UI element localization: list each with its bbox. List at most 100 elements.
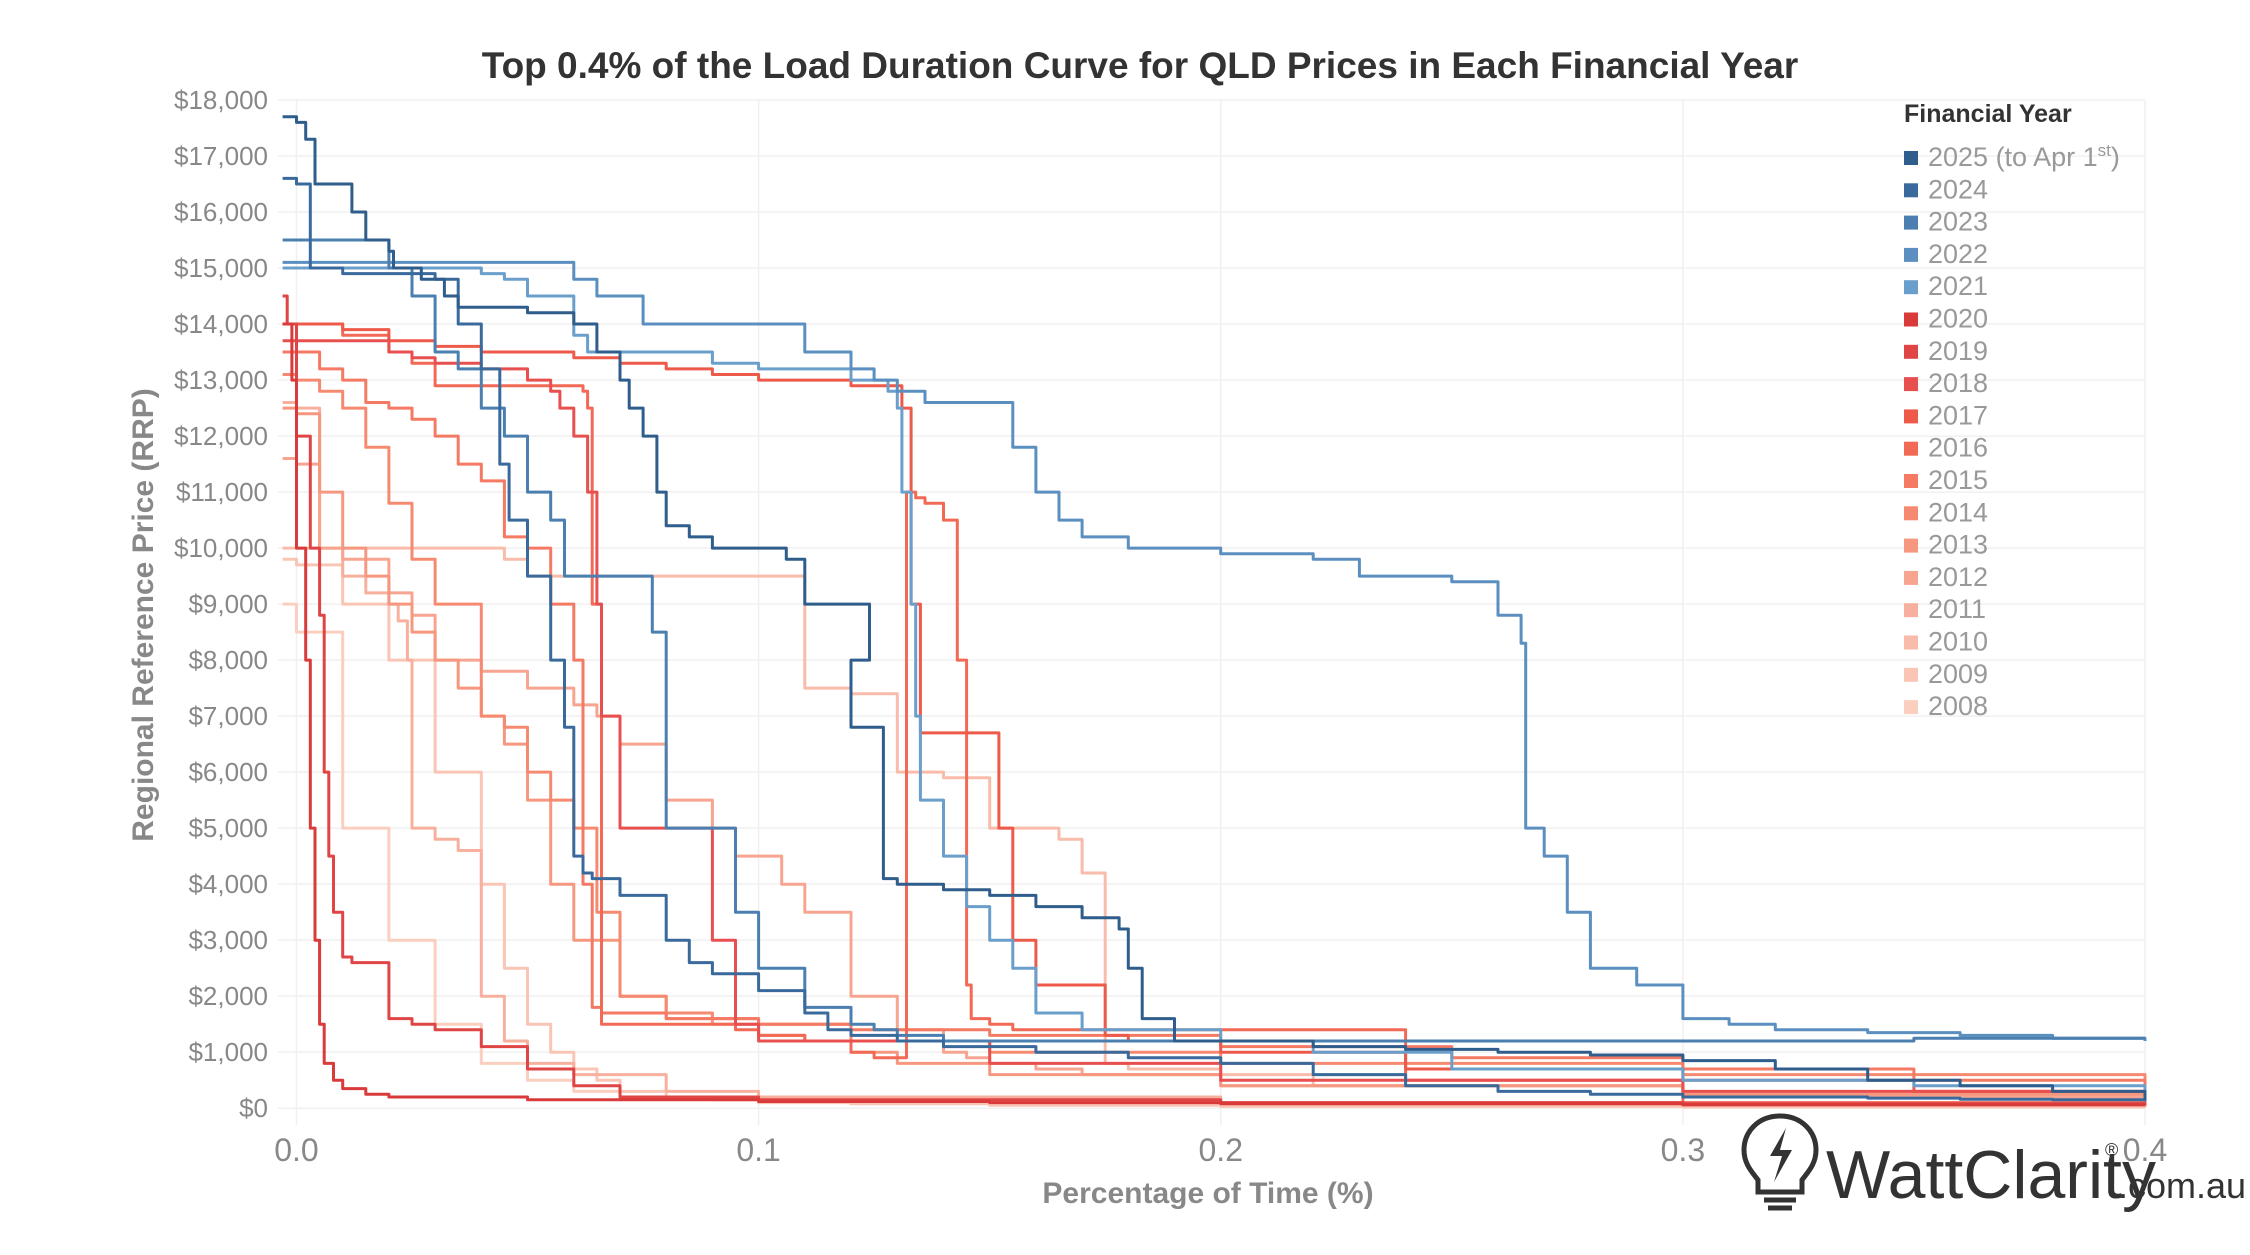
legend-label: 2024 — [1928, 174, 1988, 204]
legend-swatch — [1904, 538, 1918, 553]
legend-item: 2012 — [1904, 562, 1988, 592]
legend-label: 2023 — [1928, 207, 1988, 237]
legend-item: 2017 — [1904, 400, 1988, 430]
y-tick-label: $6,000 — [188, 757, 268, 787]
legend-swatch — [1904, 280, 1918, 295]
legend-item: 2013 — [1904, 530, 1988, 560]
y-tick-label: $8,000 — [188, 645, 268, 675]
y-tick-label: $10,000 — [174, 533, 268, 563]
legend-item: 2023 — [1904, 207, 1988, 237]
legend-item: 2019 — [1904, 336, 1988, 366]
series-line-2011 — [282, 401, 2147, 1108]
series-line-2018 — [282, 339, 2147, 1097]
series-line-2019 — [282, 294, 2147, 1106]
legend-label: 2019 — [1928, 336, 1988, 366]
legend-item: 2020 — [1904, 304, 1988, 334]
legend-swatch — [1904, 312, 1918, 327]
legend-item: 2015 — [1904, 465, 1988, 495]
lightbulb-bolt-icon — [1741, 1113, 1819, 1211]
legend-swatch — [1904, 570, 1918, 585]
logo-text: WattClarity — [1826, 1137, 2156, 1213]
legend-swatch — [1904, 183, 1918, 198]
legend-item: 2009 — [1904, 659, 1988, 689]
x-tick-label: 0.2 — [1199, 1132, 1243, 1168]
logo-domain: .com.au — [2118, 1165, 2246, 1206]
y-tick-label: $11,000 — [176, 477, 268, 507]
legend-item: 2024 — [1904, 174, 1988, 204]
y-tick-label: $13,000 — [174, 365, 268, 395]
x-tick-label: 0.1 — [736, 1132, 780, 1168]
y-tick-label: $7,000 — [188, 701, 268, 731]
y-tick-label: $14,000 — [174, 309, 268, 339]
series-line-2024 — [282, 176, 2147, 1102]
legend-label: 2013 — [1928, 530, 1988, 560]
x-tick-label: 0.0 — [274, 1132, 318, 1168]
legend-swatch — [1904, 506, 1918, 521]
legend-item: 2011 — [1904, 594, 1986, 624]
y-tick-label: $5,000 — [188, 813, 268, 843]
x-tick-label: 0.4 — [2123, 1132, 2167, 1168]
series-line-2014 — [282, 373, 2147, 1081]
legend-item: 2022 — [1904, 239, 1988, 269]
y-tick-label: $9,000 — [188, 589, 268, 619]
legend-item: 2014 — [1904, 497, 1988, 527]
legend-swatch — [1904, 635, 1918, 650]
legend-label: 2022 — [1928, 239, 1988, 269]
y-tick-label: $2,000 — [188, 981, 268, 1011]
legend-label: 2012 — [1928, 562, 1988, 592]
legend-label: 2009 — [1928, 659, 1988, 689]
legend-item: 2010 — [1904, 627, 1988, 657]
y-axis-label: Regional Reference Price (RRP) — [127, 388, 160, 841]
axes: $0 $1,000 $2,000 $3,000 $4,000 $5,000 $6,000 $7… — [174, 85, 2167, 1168]
y-tick-label: $1,000 — [188, 1037, 268, 1067]
legend-label: 2020 — [1928, 304, 1988, 334]
logo-mark: ® — [2105, 1140, 2118, 1160]
legend-swatch — [1904, 215, 1918, 230]
legend-item: 2025 (to Apr 1st) — [1904, 141, 2120, 172]
legend-item: 2016 — [1904, 433, 1988, 463]
series-line-2023 — [282, 238, 2145, 1043]
legend-swatch — [1904, 344, 1918, 359]
series-line-2012 — [282, 457, 2147, 1103]
legend-swatch — [1904, 409, 1918, 424]
series-line-2025 — [282, 115, 2147, 1100]
y-tick-label: $4,000 — [188, 869, 268, 899]
series-line-2020 — [282, 322, 2147, 1107]
series-line-2013 — [282, 406, 2147, 1097]
legend-swatch — [1904, 151, 1918, 165]
series-line-2021 — [282, 266, 2147, 1092]
legend-item: 2008 — [1904, 691, 1988, 721]
legend-swatch — [1904, 247, 1918, 262]
gridlines — [278, 99, 2146, 1125]
legend-title: Financial Year — [1904, 100, 2072, 128]
series-line-2009 — [282, 557, 2147, 1108]
y-tick-label: $0 — [239, 1093, 268, 1123]
legend-swatch — [1904, 603, 1918, 618]
legend-item: 2018 — [1904, 368, 1988, 398]
legend-swatch — [1904, 700, 1918, 715]
legend-swatch — [1904, 441, 1918, 456]
y-tick-label: $15,000 — [174, 253, 268, 283]
legend-label: 2011 — [1928, 594, 1986, 624]
legend-label: 2015 — [1928, 465, 1988, 495]
legend-label: 2008 — [1928, 691, 1988, 721]
legend-label: 2017 — [1928, 400, 1988, 430]
legend-swatch — [1904, 377, 1918, 392]
series-line-2008 — [282, 602, 2147, 1109]
y-tick-label: $12,000 — [174, 421, 268, 451]
wattclarity-logo: WattClarity ® .com.au — [1741, 1113, 2246, 1213]
legend-label: 2018 — [1928, 368, 1988, 398]
legend-label: 2025 (to Apr 1st) — [1928, 141, 2120, 172]
y-tick-label: $3,000 — [188, 925, 268, 955]
legend-label: 2014 — [1928, 497, 1988, 527]
legend-label: 2010 — [1928, 627, 1988, 657]
y-tick-label: $17,000 — [174, 141, 268, 171]
legend-label: 2021 — [1928, 271, 1988, 301]
series-line-2016 — [282, 322, 2147, 1106]
legend-swatch — [1904, 474, 1918, 488]
series-line-2022 — [282, 260, 2147, 1041]
series-lines — [282, 115, 2147, 1109]
